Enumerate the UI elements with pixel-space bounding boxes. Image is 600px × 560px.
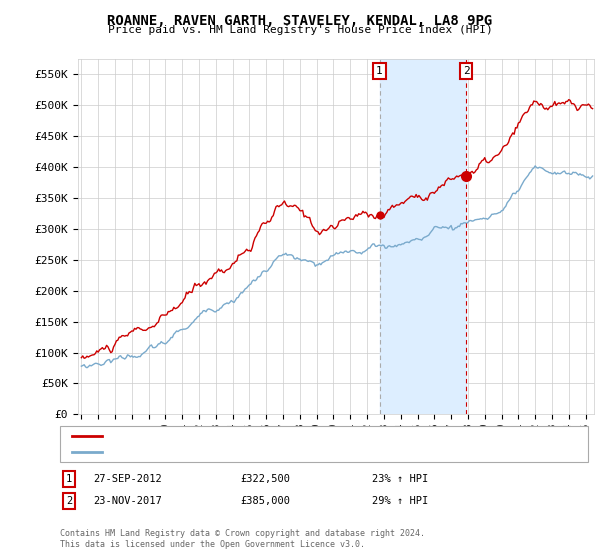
Text: £322,500: £322,500 — [240, 474, 290, 484]
Text: 23-NOV-2017: 23-NOV-2017 — [93, 496, 162, 506]
Text: 1: 1 — [376, 66, 383, 76]
Text: Contains HM Land Registry data © Crown copyright and database right 2024.
This d: Contains HM Land Registry data © Crown c… — [60, 529, 425, 549]
Text: 1: 1 — [66, 474, 72, 484]
Text: 2: 2 — [463, 66, 470, 76]
Bar — [380, 59, 466, 414]
Text: ROANNE, RAVEN GARTH, STAVELEY, KENDAL, LA8 9PG: ROANNE, RAVEN GARTH, STAVELEY, KENDAL, L… — [107, 14, 493, 28]
Text: HPI: Average price, detached house, Westmorland and Furness: HPI: Average price, detached house, West… — [108, 447, 447, 456]
Text: 29% ↑ HPI: 29% ↑ HPI — [372, 496, 428, 506]
Text: 23% ↑ HPI: 23% ↑ HPI — [372, 474, 428, 484]
Text: £385,000: £385,000 — [240, 496, 290, 506]
Text: 27-SEP-2012: 27-SEP-2012 — [93, 474, 162, 484]
Text: Price paid vs. HM Land Registry's House Price Index (HPI): Price paid vs. HM Land Registry's House … — [107, 25, 493, 35]
Text: 2: 2 — [66, 496, 72, 506]
Text: ROANNE, RAVEN GARTH, STAVELEY, KENDAL, LA8 9PG (detached house): ROANNE, RAVEN GARTH, STAVELEY, KENDAL, L… — [108, 431, 470, 440]
